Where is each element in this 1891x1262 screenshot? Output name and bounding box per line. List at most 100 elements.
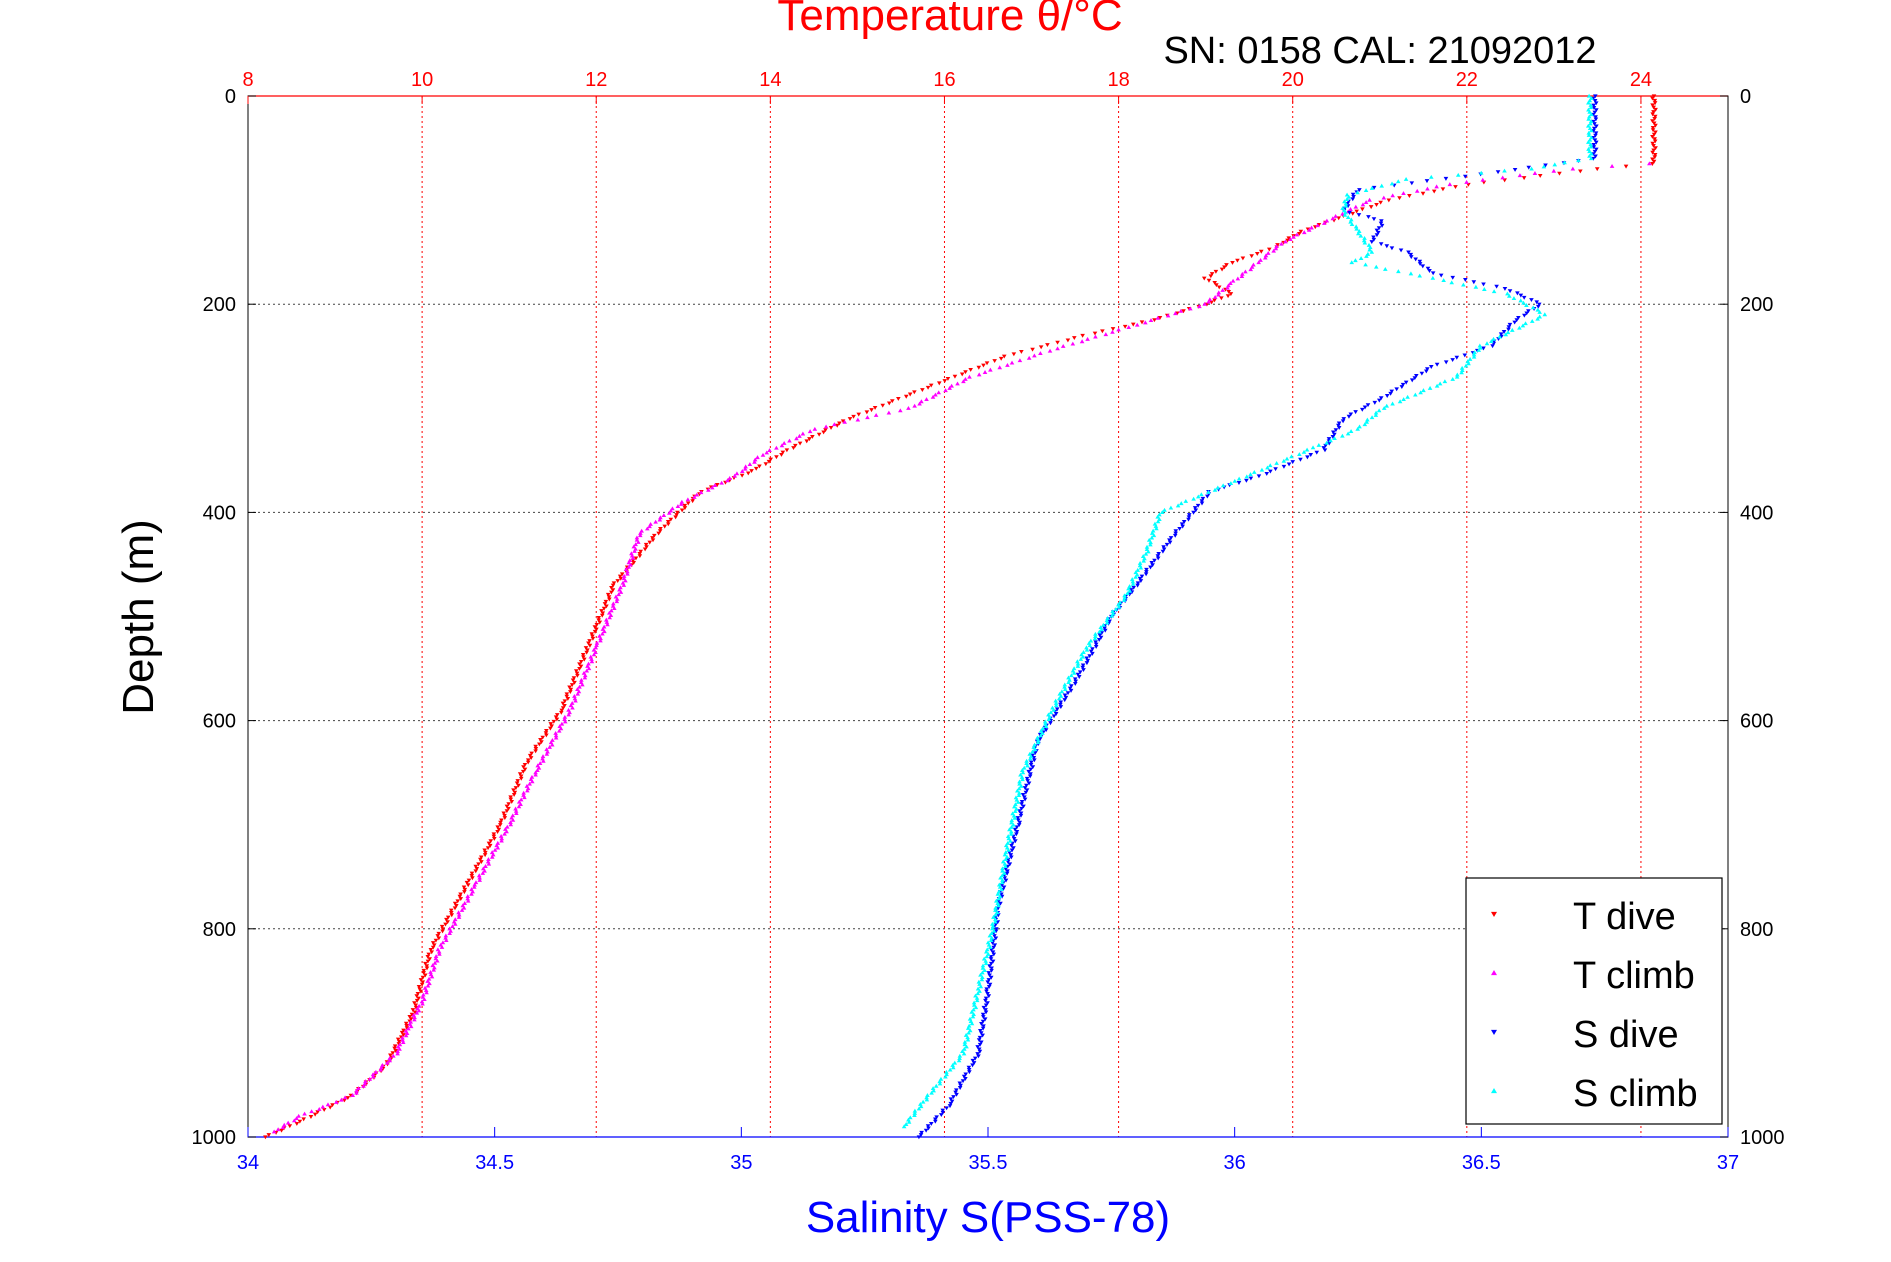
data-point [554,717,560,722]
data-point [987,964,992,969]
data-point [842,419,847,424]
data-point [1425,266,1431,271]
data-point [956,1058,962,1063]
data-point [1224,263,1229,268]
data-point [1592,122,1597,127]
data-point [644,545,649,550]
data-point [651,533,657,538]
data-point [1524,303,1529,307]
data-point [793,443,798,448]
data-point [975,991,981,996]
data-point [791,446,796,451]
data-point [443,922,448,927]
data-point [549,724,554,729]
data-point [1172,533,1178,538]
data-point [420,975,426,980]
data-point [1212,487,1218,492]
data-point [797,441,803,446]
data-point [575,691,581,696]
data-point [1062,684,1067,689]
data-point [1374,228,1380,233]
data-point [482,848,487,853]
data-point [1586,139,1591,144]
data-point [804,439,810,444]
data-point [1085,658,1091,663]
data-point [1047,348,1053,353]
data-point [1509,327,1515,332]
data-point [433,956,439,961]
data-point [983,1010,989,1015]
data-point [958,1083,963,1088]
data-point [1330,434,1336,439]
data-point [609,608,614,613]
data-point [1652,101,1658,106]
data-point [511,793,517,797]
data-point [533,744,538,749]
data-point [1363,200,1369,205]
data-point [390,1051,396,1056]
data-point [266,1133,272,1138]
data-point [930,394,936,399]
data-point [679,508,685,513]
data-point [432,965,437,970]
data-point [548,722,554,727]
data-point [1455,372,1460,377]
data-point [732,473,738,478]
data-point [971,1061,977,1066]
data-point [1340,205,1345,210]
data-point [1226,289,1232,294]
data-point [396,1039,402,1044]
data-point [1267,463,1273,468]
data-point [1256,260,1261,265]
data-point [1143,551,1149,556]
data-point [1589,151,1594,156]
data-point [1355,426,1360,431]
data-point [618,589,624,594]
data-point [1069,673,1074,678]
data-point [638,530,643,535]
data-point [1340,211,1345,216]
data-point [1350,197,1356,202]
data-point [1116,602,1121,607]
data-point [1134,572,1140,577]
data-point [1425,186,1430,191]
data-point [1310,445,1316,450]
data-point [1104,618,1110,623]
data-point [685,497,691,502]
data-point [987,982,993,987]
depth-tick-label-left: 400 [203,502,236,524]
data-point [1168,536,1174,541]
data-point [1116,604,1122,609]
data-point [1075,659,1080,664]
data-point [970,1058,976,1063]
data-point [998,356,1004,361]
data-point [969,1021,975,1026]
data-point [1062,682,1068,687]
data-point [1588,156,1594,161]
data-point [1347,210,1352,215]
depth-tick-label-right: 1000 [1740,1127,1785,1149]
data-point [285,1120,291,1125]
data-point [919,399,924,404]
data-point [1407,194,1412,198]
temperature-tick-label: 10 [411,69,433,91]
data-point [1281,464,1287,469]
data-point [992,934,997,939]
data-point [492,847,498,852]
data-point [1266,247,1272,252]
data-point [473,864,479,869]
data-point [518,776,524,781]
data-point [1073,679,1078,684]
data-point [1236,476,1242,481]
data-point [1471,354,1477,359]
data-point [1011,836,1017,841]
temperature-tick-label: 8 [242,69,253,91]
data-point [1591,129,1596,133]
data-point [1212,281,1218,285]
data-point [1206,490,1211,494]
data-point [591,652,597,657]
data-point [565,697,571,701]
data-point [1122,593,1127,598]
data-point [1032,758,1037,763]
